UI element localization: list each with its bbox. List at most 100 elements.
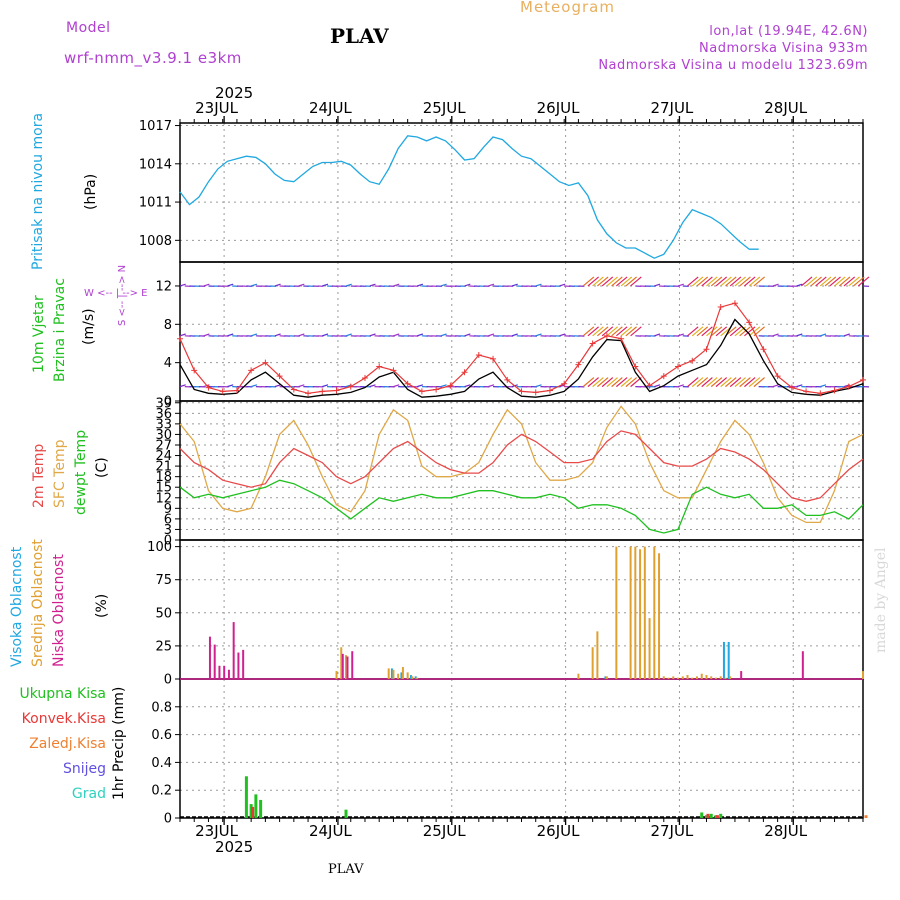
precip-y-tick-label: 0.6 (151, 728, 172, 743)
wind-gust-marker (219, 388, 226, 395)
wind-gust-marker (788, 384, 795, 391)
wind-arrow (606, 326, 618, 337)
precip-y-tick-label: 0.2 (151, 784, 172, 799)
temperature-y-tick-label: 6 (164, 512, 172, 527)
wind-arrow (853, 276, 865, 287)
wind-arrow (345, 333, 352, 337)
wind-arrow (298, 384, 305, 388)
wind-gust-marker (248, 367, 255, 374)
pressure-title: Pritisak na nivou mora (30, 112, 46, 270)
day-label: 24JUL (308, 822, 352, 840)
wind-y-tick-label: 8 (164, 318, 172, 333)
wind-arrow (739, 326, 751, 337)
wind-compass-sn: S <-- | --> N (117, 264, 128, 326)
wind-gust-marker (646, 382, 653, 389)
wind-arrow (734, 377, 746, 388)
wind-y-tick-label: 12 (155, 279, 172, 294)
wind-arrow (729, 326, 742, 337)
wind-gust-marker (845, 383, 852, 390)
wind-arrow (654, 283, 661, 287)
wind-arrow (734, 276, 746, 287)
wind-arrow (796, 333, 803, 337)
wind-gust-marker (575, 361, 582, 368)
pressure-y-tick-label: 1011 (139, 196, 172, 211)
wind-arrow (274, 283, 281, 287)
wind-arrow (203, 283, 210, 287)
wind-gust-marker (390, 367, 397, 374)
precip-y-tick-label: 0 (164, 812, 172, 827)
wind-arrow (440, 333, 447, 337)
precip-unit: 1hr Precip (mm) (111, 686, 127, 800)
wind-arrow (630, 377, 642, 388)
temp-dew-line (179, 479, 864, 534)
wind-arrow (322, 283, 329, 287)
wind-arrow (772, 283, 779, 287)
wind-arrow (203, 333, 210, 337)
legend-total-rain: Ukupna Kisa (19, 686, 106, 702)
wind-gust-marker (603, 332, 610, 339)
wind-arrow (843, 333, 850, 337)
wind-arrow (393, 283, 400, 287)
pressure-unit: (hPa) (83, 173, 99, 210)
wind-arrow (597, 377, 609, 388)
wind-arrow (677, 384, 684, 388)
temperature-y-tick-label: 15 (155, 481, 172, 496)
temperature-y-tick-label: 3 (164, 523, 172, 538)
temp-2m-line (179, 430, 864, 502)
station-title: PLAV (330, 24, 389, 48)
wind-arrow (744, 377, 756, 388)
wind-arrow (715, 276, 728, 287)
wind-arrow (535, 283, 542, 287)
wind-arrow (720, 276, 732, 287)
wind-arrow (250, 283, 258, 287)
wind-arrow (587, 377, 599, 388)
wind-arrow (227, 333, 234, 337)
elevation-label: Nadmorska Visina 933m (699, 41, 868, 56)
wind-arrow (620, 377, 633, 388)
wind-arrow (739, 276, 751, 287)
wind-arrow (824, 276, 837, 287)
wind-arrow (710, 377, 723, 388)
temperature-y-tick-label: 33 (155, 417, 172, 432)
wind-arrow (748, 377, 761, 388)
wind-arrow (706, 326, 718, 337)
temperature-y-tick-label: 27 (155, 438, 172, 453)
wind-arrow (587, 326, 599, 337)
wind-gust-marker (831, 387, 838, 394)
wind-gust-marker (233, 387, 240, 394)
wind-arrow (620, 326, 633, 337)
meteogram-label: Meteogram (520, 0, 615, 16)
cloud-unit: (%) (94, 593, 110, 618)
wind-arrow (834, 276, 846, 287)
cloud-mid-label: Srednja Oblacnost (30, 539, 46, 667)
wind-arrow (559, 283, 566, 287)
day-label: 26JUL (536, 99, 580, 117)
made-by-watermark: made by Angel (873, 547, 889, 654)
wind-arrow (725, 276, 737, 287)
wind-arrow (250, 384, 258, 388)
cloud-high-label: Visoka Oblacnost (9, 546, 25, 667)
day-label: 27JUL (650, 99, 694, 117)
wind-arrow (706, 276, 718, 287)
wind-arrow (606, 377, 618, 388)
wind-gust-marker (347, 383, 354, 390)
model-label: Model (66, 20, 111, 36)
wind-arrow (606, 276, 618, 287)
wind-gust-marker (746, 319, 753, 326)
pressure-line (179, 135, 759, 259)
wind-gust-marker (361, 374, 368, 381)
cloud-y-tick-label: 25 (155, 639, 172, 654)
wind-gust-marker (290, 386, 297, 393)
wind-arrow (559, 333, 566, 337)
wind-arrow (796, 384, 803, 388)
wind-arrow (615, 377, 628, 388)
wind-gust-marker (319, 388, 326, 395)
wind-gust-marker (518, 388, 525, 395)
wind-gust-marker (490, 355, 497, 362)
wind-gust-marker (177, 335, 183, 342)
temp-sfc-line (179, 405, 864, 524)
wind-gust-marker (461, 369, 468, 376)
wind-gust-line (179, 302, 864, 394)
wind-arrow (345, 283, 352, 287)
wind-arrow (691, 276, 704, 287)
